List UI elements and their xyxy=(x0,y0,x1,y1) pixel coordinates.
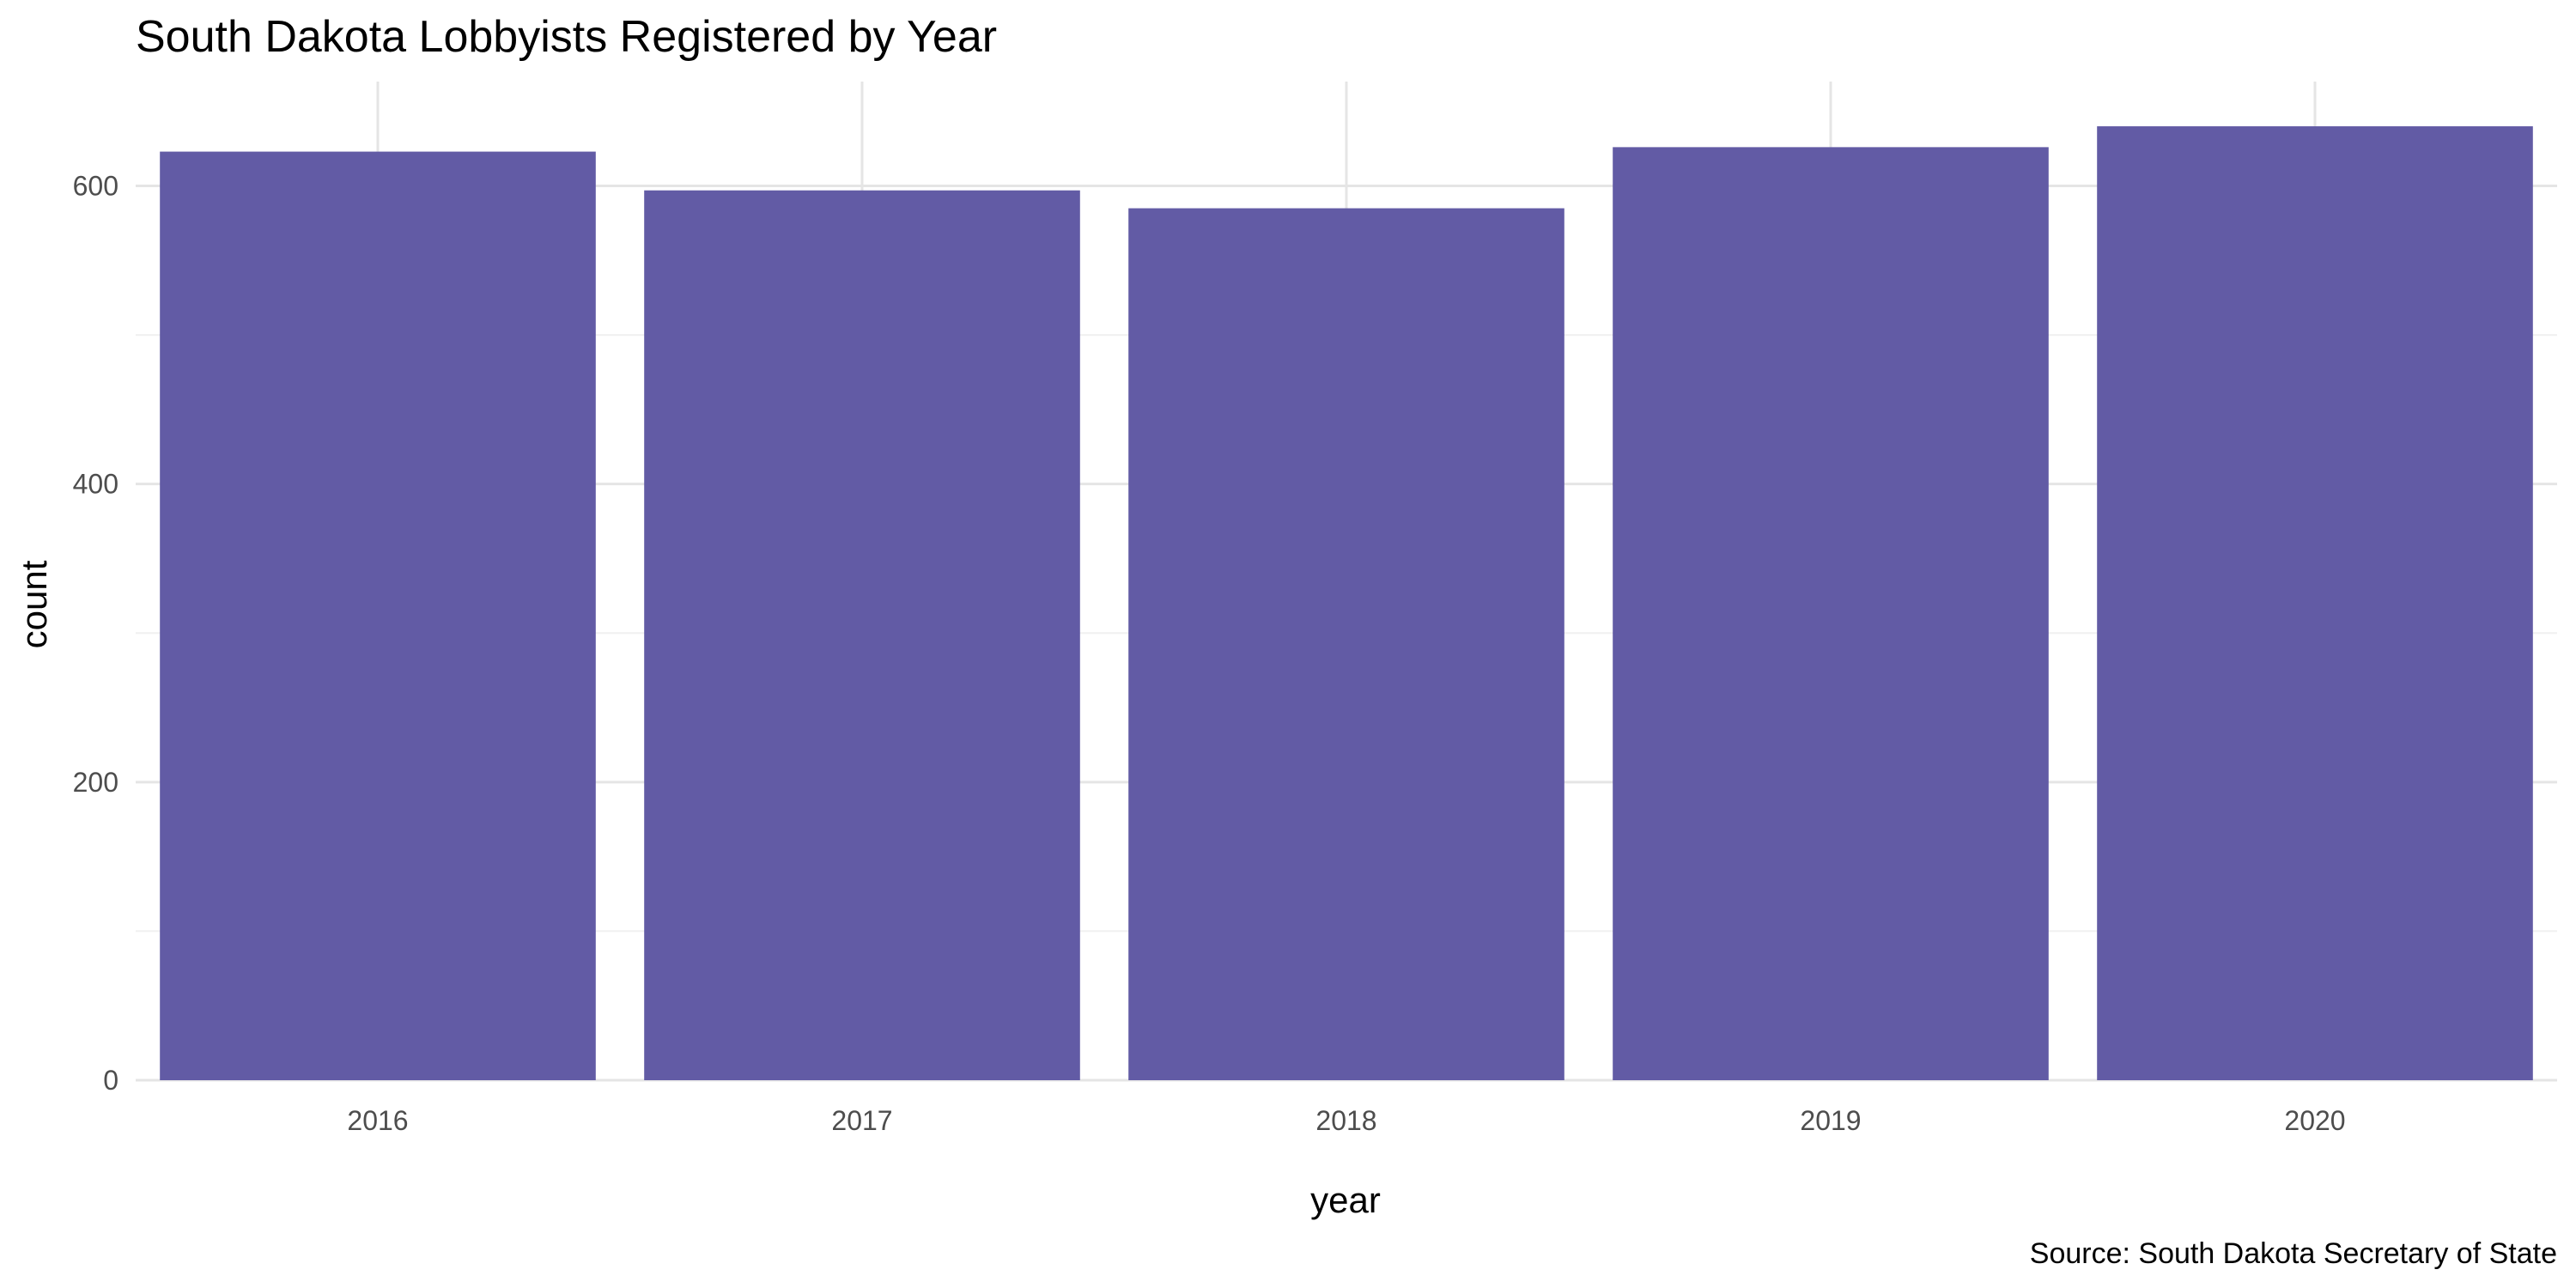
x-tick-label: 2019 xyxy=(1800,1105,1861,1136)
bar-2019 xyxy=(1613,147,2049,1081)
x-tick-label: 2020 xyxy=(2284,1105,2345,1136)
bar-2020 xyxy=(2097,126,2533,1081)
bar-2017 xyxy=(644,190,1080,1080)
y-axis-title: count xyxy=(14,560,54,648)
chart-caption: Source: South Dakota Secretary of State xyxy=(2030,1237,2557,1270)
chart-title: South Dakota Lobbyists Registered by Yea… xyxy=(136,12,997,62)
bars xyxy=(160,126,2533,1081)
y-tick-label: 400 xyxy=(73,469,118,500)
y-tick-label: 200 xyxy=(73,767,118,798)
x-axis-tick-labels: 2016 2017 2018 2019 2020 xyxy=(347,1105,2345,1136)
y-axis-tick-labels: 0 200 400 600 xyxy=(73,171,118,1096)
bar-2016 xyxy=(160,151,596,1080)
bar-2018 xyxy=(1128,208,1564,1080)
x-tick-label: 2016 xyxy=(347,1105,408,1136)
x-axis-title: year xyxy=(1310,1180,1381,1220)
y-tick-label: 0 xyxy=(103,1065,118,1096)
y-tick-label: 600 xyxy=(73,171,118,202)
x-tick-label: 2017 xyxy=(831,1105,892,1136)
x-tick-label: 2018 xyxy=(1315,1105,1376,1136)
